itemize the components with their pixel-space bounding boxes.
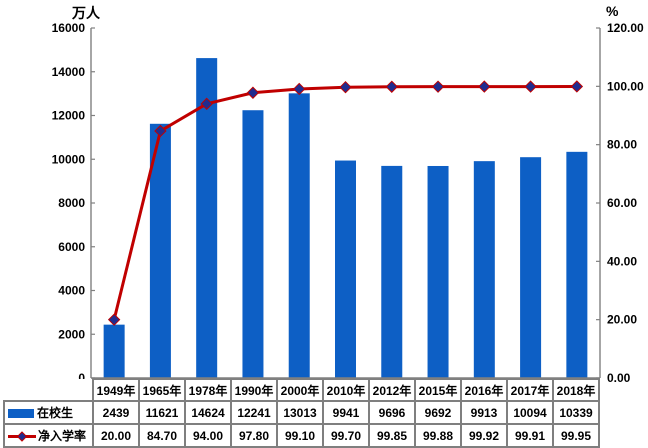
- left-axis-tick-label: 8000: [58, 196, 85, 210]
- enrollment-cell: 10094: [506, 400, 554, 425]
- enrollment-cell: 10339: [552, 400, 600, 425]
- bar: [196, 58, 218, 378]
- year-cell: 2015年: [414, 378, 462, 402]
- year-cell: 2000年: [276, 378, 324, 402]
- line-marker: [154, 124, 167, 138]
- left-axis-tick-label: 14000: [52, 65, 86, 79]
- right-axis-title: %: [606, 3, 619, 19]
- bar: [473, 161, 495, 378]
- chart-data-table: 1949年 1965年 1978年 1990年 2000年 2010年 2012年 2015年…: [3, 378, 600, 448]
- enrollment-cell: 11621: [138, 400, 186, 425]
- rate-cell: 99.92: [460, 423, 508, 448]
- bar: [335, 160, 356, 378]
- year-cell: 2016年: [460, 378, 508, 402]
- data-table-body: 1949年 1965年 1978年 1990年 2000年 2010年 2012年 2015年…: [3, 378, 600, 448]
- bar-series-name: 在校生: [37, 406, 74, 420]
- year-cell: 1965年: [138, 378, 186, 402]
- chart-generated-layer: 0 2000 4000 6000 8000 10000 12000 14000 16000 0.0…: [52, 21, 644, 385]
- line-marker: [107, 313, 121, 326]
- enrollment-cell: 9913: [460, 400, 508, 425]
- year-cell: 2017年: [506, 378, 554, 402]
- enrollment-cell: 13013: [276, 400, 324, 425]
- line-marker: [200, 97, 213, 111]
- bar: [288, 93, 310, 378]
- rate-row-label: 净入学率: [3, 423, 94, 448]
- rate-cell: 99.10: [276, 423, 324, 448]
- bar: [103, 324, 125, 378]
- right-axis-tick-label: 100.00: [607, 79, 644, 93]
- table-rate-row: 净入学率 20.00 84.70 94.00 97.80 99.10 99.70 99.85 9…: [3, 423, 600, 448]
- enrollment-cell: 12241: [230, 400, 278, 425]
- right-axis-tick-label: 0.00: [607, 371, 631, 385]
- line-marker: [385, 80, 398, 93]
- year-cell: 2018年: [552, 378, 600, 402]
- year-cell: 1949年: [92, 378, 140, 402]
- table-enrollment-row: 在校生 2439 11621 14624 12241 13013 9941 9696 9692 9…: [3, 400, 600, 425]
- enrollment-cell: 2439: [92, 400, 140, 425]
- right-axis-tick-label: 60.00: [607, 196, 637, 210]
- line-marker: [524, 80, 537, 93]
- year-cell: 1990年: [230, 378, 278, 402]
- year-cell: 2010年: [322, 378, 370, 402]
- line-marker: [478, 80, 491, 93]
- enrollment-cell: 14624: [184, 400, 232, 425]
- enrollment-cell: 9696: [368, 400, 416, 425]
- left-axis-tick-label: 12000: [52, 109, 86, 123]
- line-marker: [431, 80, 445, 93]
- right-axis-tick-label: 120.00: [607, 21, 644, 35]
- right-axis-tick-label: 40.00: [607, 254, 637, 268]
- line-marker: [339, 81, 352, 94]
- rate-cell: 94.00: [184, 423, 232, 448]
- right-axis-tick-label: 80.00: [607, 138, 637, 152]
- left-axis-tick-label: 0: [78, 371, 85, 385]
- rate-cell: 97.80: [230, 423, 278, 448]
- year-cell: 2012年: [368, 378, 416, 402]
- left-axis-tick-label: 6000: [58, 240, 85, 254]
- rate-cell: 99.95: [552, 423, 600, 448]
- enrollment-cell: 9692: [414, 400, 462, 425]
- left-axis-tick-label: 4000: [58, 284, 85, 298]
- left-axis-title: 万人: [71, 5, 101, 21]
- rate-cell: 99.85: [368, 423, 416, 448]
- enrollment-cell: 9941: [322, 400, 370, 425]
- table-corner-blank: [4, 379, 93, 401]
- bar: [242, 110, 264, 379]
- bar: [520, 157, 542, 378]
- line-series-name: 净入学率: [38, 429, 87, 443]
- enrollment-row-label: 在校生: [3, 400, 94, 425]
- rate-cell: 99.91: [506, 423, 554, 448]
- left-axis-tick-label: 2000: [58, 327, 85, 341]
- left-axis-tick-label: 10000: [52, 152, 86, 166]
- line-legend-swatch: [8, 431, 36, 443]
- bar: [381, 165, 403, 378]
- table-year-row: 1949年 1965年 1978年 1990年 2000年 2010年 2012年 2015年…: [4, 378, 600, 402]
- right-axis-tick-label: 20.00: [607, 313, 637, 327]
- rate-cell: 20.00: [92, 423, 140, 448]
- rate-cell: 99.70: [322, 423, 370, 448]
- left-axis-tick-label: 16000: [52, 21, 86, 35]
- bar: [149, 123, 171, 379]
- line-marker: [570, 80, 584, 93]
- bar: [566, 151, 588, 378]
- bar: [427, 165, 449, 378]
- rate-cell: 99.88: [414, 423, 462, 448]
- bar-legend-swatch: [8, 409, 34, 419]
- year-cell: 1978年: [184, 378, 232, 402]
- rate-cell: 84.70: [138, 423, 186, 448]
- line-marker: [246, 86, 260, 99]
- line-marker: [293, 82, 306, 96]
